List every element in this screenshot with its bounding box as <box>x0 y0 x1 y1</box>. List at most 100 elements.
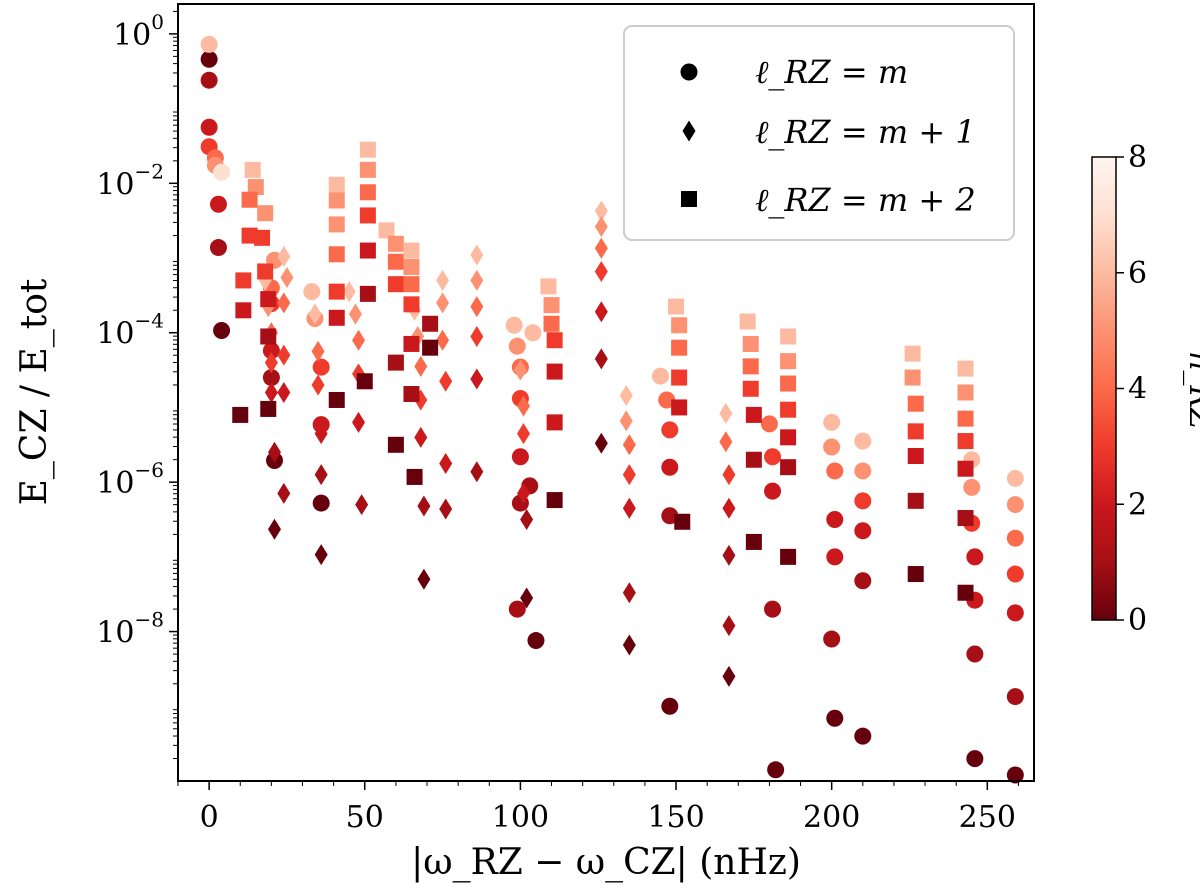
data-point-diamond <box>352 411 366 433</box>
data-point-diamond <box>594 260 608 282</box>
data-point-square <box>260 291 277 308</box>
data-point-square <box>957 584 974 601</box>
data-point-diamond <box>311 374 325 396</box>
data-point-square <box>907 423 924 440</box>
data-point-square <box>422 339 439 356</box>
data-point-diamond <box>417 568 431 590</box>
data-point-diamond <box>277 482 291 504</box>
data-point-circle <box>661 697 679 715</box>
data-point-square <box>543 315 560 332</box>
data-point-circle <box>767 761 785 779</box>
data-point-diamond <box>308 303 322 325</box>
data-point-square <box>907 395 924 412</box>
data-point-square <box>957 410 974 427</box>
data-point-diamond <box>267 518 281 540</box>
colorbar-tick-label: 6 <box>1128 256 1147 291</box>
data-point-circle <box>524 324 542 342</box>
y-tick-label: 10−2 <box>96 159 164 202</box>
data-point-circle <box>209 239 227 257</box>
x-tick-label: 50 <box>346 800 384 835</box>
data-point-circle <box>511 448 529 466</box>
data-point-diamond <box>264 382 278 403</box>
data-point-circle <box>651 367 669 385</box>
data-point-square <box>671 399 688 416</box>
data-point-square <box>543 297 560 314</box>
data-point-circle <box>854 572 872 590</box>
data-point-circle <box>854 522 872 540</box>
colorbar-tick-label: 8 <box>1128 140 1147 175</box>
data-point-circle <box>1006 529 1024 547</box>
data-point-square <box>378 222 395 239</box>
legend-marker-circle <box>680 63 698 81</box>
data-point-diamond <box>352 329 366 351</box>
data-point-circle <box>312 358 330 376</box>
data-point-circle <box>661 458 679 476</box>
data-point-diamond <box>722 464 736 486</box>
data-point-circle <box>1006 565 1024 583</box>
data-point-square <box>780 429 797 446</box>
data-point-circle <box>826 548 844 566</box>
data-point-square <box>235 272 252 289</box>
y-tick-label: 10−8 <box>96 608 164 651</box>
legend-label-3: ℓ_RZ = m + 2 <box>755 181 976 219</box>
legend-marker-square <box>681 191 697 207</box>
data-point-square <box>254 229 271 246</box>
data-point-square <box>546 492 563 509</box>
data-point-circle <box>823 438 841 456</box>
data-point-square <box>359 285 376 302</box>
data-point-circle <box>854 727 872 745</box>
data-point-diamond <box>439 452 453 474</box>
data-point-square <box>403 335 420 352</box>
data-point-square <box>328 176 345 193</box>
data-point-square <box>387 235 404 252</box>
data-point-circle <box>1006 469 1024 487</box>
data-point-diamond <box>594 237 608 259</box>
legend-markers <box>680 63 698 207</box>
x-axis-label: |ω_RZ − ω_CZ| (nHz) <box>411 842 801 883</box>
data-point-diamond <box>594 301 608 323</box>
data-point-diamond <box>517 395 531 417</box>
data-point-circle <box>966 645 984 663</box>
x-tick-label: 250 <box>959 800 1016 835</box>
data-point-square <box>359 141 376 158</box>
data-point-circle <box>764 600 782 618</box>
data-point-square <box>546 414 563 431</box>
data-point-diamond <box>594 432 608 454</box>
data-point-circle <box>854 432 872 450</box>
data-point-square <box>403 276 420 293</box>
data-point-diamond <box>436 269 450 291</box>
data-point-square <box>739 313 756 330</box>
data-point-square <box>674 513 691 530</box>
data-point-diamond <box>355 494 369 516</box>
data-point-diamond <box>619 410 633 432</box>
data-point-square <box>241 191 258 208</box>
data-point-square <box>359 161 376 178</box>
data-point-square <box>742 358 759 375</box>
data-point-circle <box>826 511 844 529</box>
data-point-circle <box>200 35 218 53</box>
data-point-square <box>328 192 345 209</box>
x-tick-label: 200 <box>803 800 860 835</box>
data-point-square <box>546 332 563 349</box>
legend-label-1: ℓ_RZ = m <box>755 53 908 91</box>
data-point-square <box>671 317 688 334</box>
data-point-square <box>546 363 563 380</box>
data-point-diamond <box>722 665 736 687</box>
data-point-square <box>745 533 762 550</box>
data-point-circle <box>823 630 841 648</box>
data-point-square <box>260 328 277 345</box>
data-point-diamond <box>264 352 278 374</box>
data-point-circle <box>1006 604 1024 622</box>
x-tick-label: 0 <box>200 800 219 835</box>
ticks-layer: 0 50 100 150 200 250 100 10−2 10−4 10−6 10−8 <box>96 10 1019 835</box>
points-layer <box>200 35 1024 784</box>
data-point-circle <box>213 321 231 339</box>
data-point-circle <box>200 71 218 89</box>
data-point-square <box>235 302 252 319</box>
data-point-diamond <box>594 216 608 238</box>
data-point-square <box>780 353 797 370</box>
y-tick-label: 100 <box>113 10 164 53</box>
colorbar-tick-label: 0 <box>1128 603 1147 638</box>
data-point-square <box>671 339 688 356</box>
data-point-square <box>356 373 373 390</box>
